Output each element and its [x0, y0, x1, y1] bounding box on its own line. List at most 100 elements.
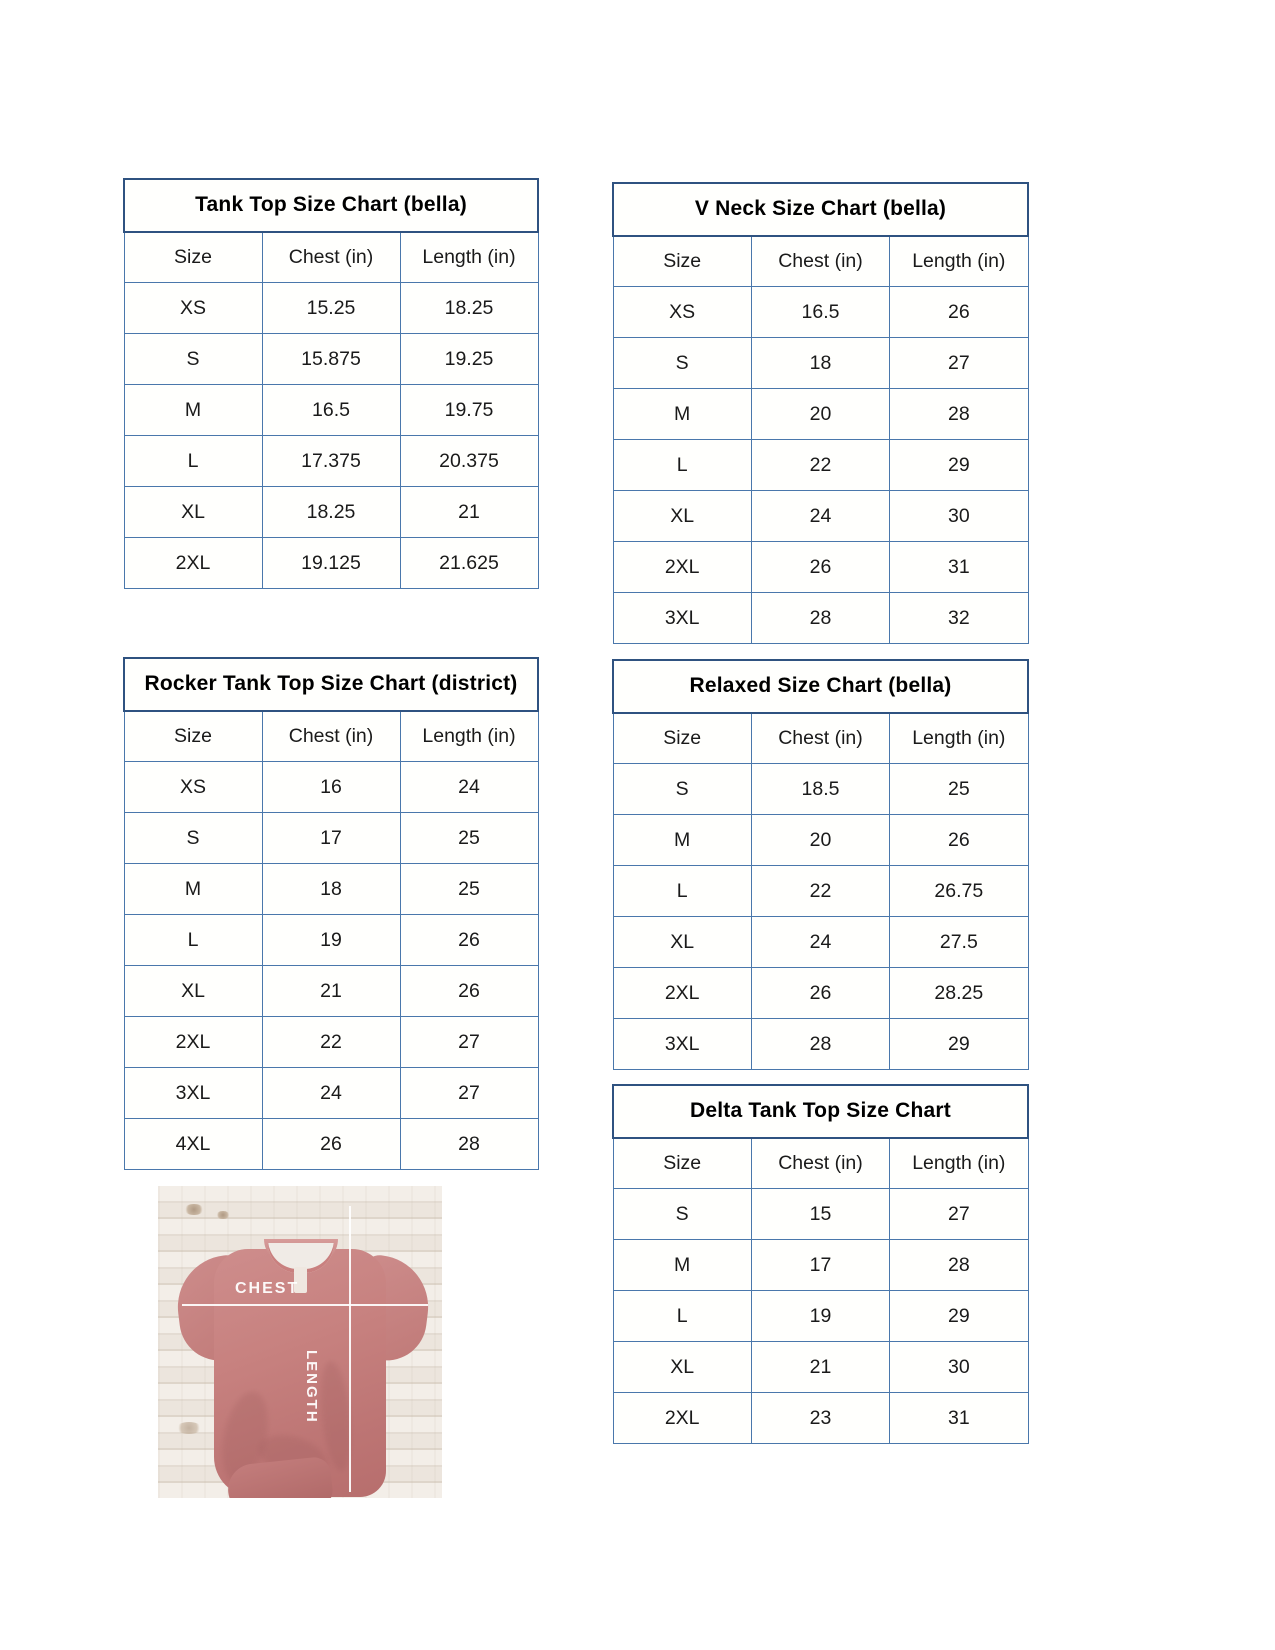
cell-size: XS	[612, 286, 752, 338]
table-row: M 18 25	[123, 863, 539, 915]
cell-size: M	[612, 1239, 752, 1291]
cell-chest: 22	[750, 865, 891, 917]
size-chart-rocker-tank-top: Rocker Tank Top Size Chart (district) Si…	[123, 657, 539, 1170]
cell-length: 19.75	[399, 384, 539, 436]
table-row: 4XL 26 28	[123, 1118, 539, 1170]
cell-chest: 17	[750, 1239, 891, 1291]
column-header-size: Size	[612, 235, 752, 287]
cell-chest: 19	[261, 914, 401, 966]
column-header-length: Length (in)	[889, 1137, 1029, 1189]
cell-size: XL	[612, 916, 752, 968]
table-row: S 17 25	[123, 812, 539, 864]
cell-length: 26	[399, 965, 539, 1017]
cell-length: 21.625	[399, 537, 539, 589]
title-row: Tank Top Size Chart (bella)	[123, 178, 539, 233]
cell-chest: 23	[750, 1392, 891, 1444]
wood-knot	[176, 1422, 202, 1434]
table-row: 3XL 28 29	[612, 1018, 1029, 1070]
table-row: L 19 29	[612, 1290, 1029, 1342]
cell-length: 21	[399, 486, 539, 538]
table-row: S 18 27	[612, 337, 1029, 389]
table-row: XL 24 30	[612, 490, 1029, 542]
table-body: Relaxed Size Chart (bella) Size Chest (i…	[612, 659, 1029, 1070]
cell-size: M	[612, 814, 752, 866]
column-header-size: Size	[123, 710, 263, 762]
size-chart-table: Tank Top Size Chart (bella) Size Chest (…	[123, 178, 539, 589]
cell-length: 28	[399, 1118, 539, 1170]
cell-length: 26	[889, 814, 1029, 866]
cell-size: 2XL	[612, 541, 752, 593]
cell-chest: 21	[750, 1341, 891, 1393]
cell-chest: 20	[750, 388, 891, 440]
cell-chest: 19.125	[261, 537, 401, 589]
size-chart-tank-top: Tank Top Size Chart (bella) Size Chest (…	[123, 178, 539, 589]
table-row: M 20 28	[612, 388, 1029, 440]
cell-chest: 17	[261, 812, 401, 864]
cell-size: L	[123, 914, 263, 966]
cell-chest: 26	[750, 967, 891, 1019]
cell-chest: 24	[750, 490, 891, 542]
cell-size: M	[123, 863, 263, 915]
cell-size: S	[123, 812, 263, 864]
cell-size: M	[612, 388, 752, 440]
chest-measure-label: CHEST	[235, 1280, 300, 1297]
cell-chest: 18	[750, 337, 891, 389]
table-body: Tank Top Size Chart (bella) Size Chest (…	[123, 178, 539, 589]
cell-chest: 20	[750, 814, 891, 866]
column-header-length: Length (in)	[889, 712, 1029, 764]
column-header-length: Length (in)	[889, 235, 1029, 287]
cell-size: XS	[123, 761, 263, 813]
cell-chest: 15	[750, 1188, 891, 1240]
cell-length: 29	[889, 1290, 1029, 1342]
cell-chest: 26	[750, 541, 891, 593]
cell-size: 2XL	[123, 1016, 263, 1068]
column-header-size: Size	[612, 712, 752, 764]
cell-chest: 24	[750, 916, 891, 968]
cell-chest: 16	[261, 761, 401, 813]
table-body: V Neck Size Chart (bella) Size Chest (in…	[612, 182, 1029, 644]
cell-length: 26	[399, 914, 539, 966]
table-row: XS 15.25 18.25	[123, 282, 539, 334]
table-row: L 22 26.75	[612, 865, 1029, 917]
column-header-length: Length (in)	[399, 710, 539, 762]
column-header-length: Length (in)	[399, 231, 539, 283]
cell-chest: 15.25	[261, 282, 401, 334]
cell-size: S	[612, 337, 752, 389]
cell-length: 27	[889, 337, 1029, 389]
table-row: 2XL 22 27	[123, 1016, 539, 1068]
header-row: Size Chest (in) Length (in)	[612, 235, 1029, 287]
chest-measure-line	[182, 1304, 428, 1306]
length-measure-line	[349, 1206, 351, 1492]
cell-length: 27.5	[889, 916, 1029, 968]
column-header-chest: Chest (in)	[750, 1137, 891, 1189]
cell-size: S	[612, 763, 752, 815]
cell-size: XS	[123, 282, 263, 334]
cell-size: L	[123, 435, 263, 487]
cell-chest: 18.5	[750, 763, 891, 815]
table-row: 2XL 26 28.25	[612, 967, 1029, 1019]
cell-length: 26.75	[889, 865, 1029, 917]
cell-chest: 28	[750, 1018, 891, 1070]
cell-chest: 28	[750, 592, 891, 644]
header-row: Size Chest (in) Length (in)	[612, 712, 1029, 764]
column-header-chest: Chest (in)	[750, 235, 891, 287]
wood-knot	[184, 1204, 204, 1215]
table-body: Rocker Tank Top Size Chart (district) Si…	[123, 657, 539, 1170]
column-header-chest: Chest (in)	[261, 231, 401, 283]
cell-chest: 24	[261, 1067, 401, 1119]
table-row: M 17 28	[612, 1239, 1029, 1291]
cell-size: S	[123, 333, 263, 385]
cell-length: 32	[889, 592, 1029, 644]
cell-length: 29	[889, 1018, 1029, 1070]
cell-chest: 17.375	[261, 435, 401, 487]
cell-chest: 18	[261, 863, 401, 915]
cell-length: 18.25	[399, 282, 539, 334]
table-row: L 17.375 20.375	[123, 435, 539, 487]
cell-length: 28.25	[889, 967, 1029, 1019]
title-row: Delta Tank Top Size Chart	[612, 1084, 1029, 1139]
cell-length: 31	[889, 1392, 1029, 1444]
table-row: XL 18.25 21	[123, 486, 539, 538]
table-row: 2XL 26 31	[612, 541, 1029, 593]
cell-size: 3XL	[612, 592, 752, 644]
